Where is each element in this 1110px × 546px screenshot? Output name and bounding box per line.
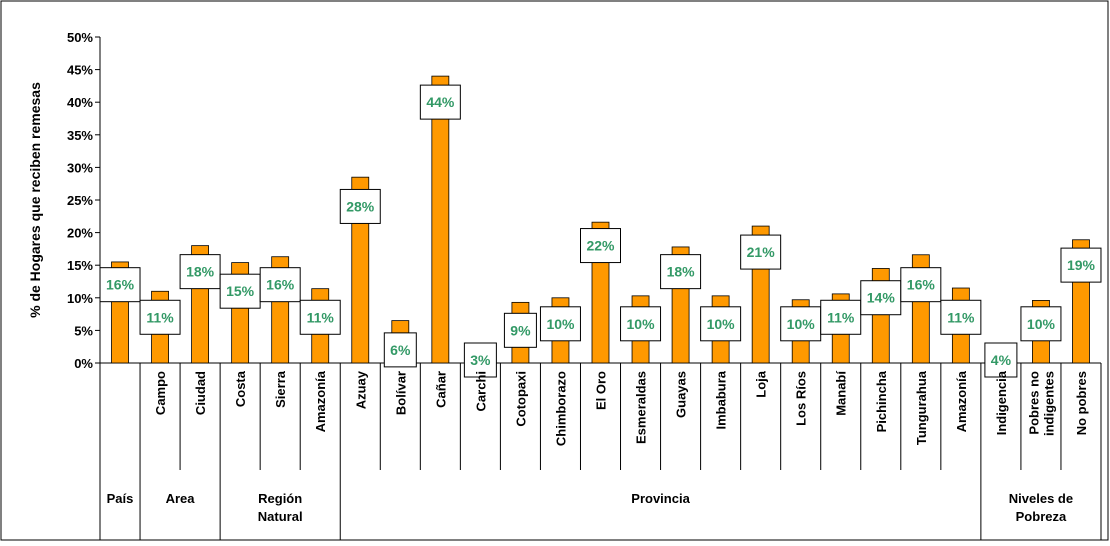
data-label-box <box>139 299 181 335</box>
x-category-label: Chimborazo <box>553 371 568 446</box>
group-label: Provincia <box>631 491 690 506</box>
data-label: 11% <box>307 309 335 325</box>
y-tick-label: 50% <box>67 30 93 45</box>
data-label: 11% <box>827 309 855 325</box>
data-label-box <box>219 273 261 309</box>
y-tick-label: 15% <box>67 258 93 273</box>
data-label: 18% <box>667 264 696 280</box>
data-label-box <box>1020 306 1062 342</box>
data-label-box <box>620 306 662 342</box>
x-category-label: Imbabura <box>714 370 729 429</box>
x-category-label: Loja <box>754 370 769 397</box>
y-tick-label: 45% <box>67 63 93 78</box>
group-label: Natural <box>258 509 303 524</box>
y-tick-label: 5% <box>74 323 93 338</box>
x-category-label: Pobres no <box>1026 371 1041 435</box>
y-tick-label: 30% <box>67 160 93 175</box>
data-label-box <box>984 342 1018 378</box>
data-label-box <box>820 299 862 335</box>
data-label: 9% <box>510 322 531 338</box>
group-label: Pobreza <box>1016 509 1067 524</box>
data-label: 15% <box>226 283 255 299</box>
group-label: Región <box>258 491 302 506</box>
data-label-box <box>780 306 822 342</box>
data-label-box <box>900 267 942 303</box>
x-category-label: Cañar <box>433 371 448 408</box>
data-label-box <box>419 84 461 120</box>
data-label: 16% <box>907 277 936 293</box>
data-label: 10% <box>707 316 736 332</box>
data-label-box <box>580 228 621 264</box>
x-category-label: Guayas <box>674 371 689 418</box>
data-label: 19% <box>1067 257 1096 273</box>
y-tick-label: 0% <box>74 356 93 371</box>
x-category-label: Campo <box>153 371 168 415</box>
x-category-label: Tungurahua <box>914 370 929 445</box>
data-label-box <box>1060 247 1102 283</box>
data-label-box <box>383 332 417 368</box>
group-label: Niveles de <box>1009 491 1073 506</box>
data-label: 18% <box>186 264 215 280</box>
y-tick-label: 35% <box>67 128 93 143</box>
data-label: 10% <box>546 316 575 332</box>
data-label: 10% <box>787 316 816 332</box>
data-label: 3% <box>470 352 491 368</box>
group-label: País <box>107 491 134 506</box>
data-label-box <box>99 267 141 303</box>
data-label: 28% <box>346 198 375 214</box>
data-label-box <box>339 188 381 224</box>
data-label: 14% <box>867 290 896 306</box>
data-label: 16% <box>106 277 135 293</box>
bar <box>431 75 450 364</box>
y-tick-label: 40% <box>67 95 93 110</box>
x-category-label: Azuay <box>353 370 368 409</box>
data-label-box <box>660 254 702 290</box>
x-category-label: Amazonía <box>954 370 969 432</box>
x-category-label: Cotopaxi <box>513 371 528 427</box>
x-category-label: Los Ríos <box>794 371 809 426</box>
x-category-label: Esmeraldas <box>634 371 649 444</box>
x-category-label: Manabí <box>834 371 849 416</box>
data-label-box <box>259 267 301 303</box>
data-label-box <box>463 342 497 378</box>
data-label-box <box>503 312 537 348</box>
x-category-label: Pichincha <box>874 370 889 432</box>
y-tick-label: 25% <box>67 193 93 208</box>
x-category-label: El Oro <box>594 371 609 410</box>
data-label: 44% <box>426 94 455 110</box>
data-label: 11% <box>947 309 975 325</box>
y-tick-label: 10% <box>67 291 93 306</box>
x-category-label: Indigencia <box>994 370 1009 435</box>
x-category-label: Carchi <box>473 371 488 411</box>
x-category-label: No pobres <box>1074 371 1089 435</box>
y-tick-label: 20% <box>67 226 93 241</box>
data-label: 4% <box>991 352 1012 368</box>
data-label-box <box>179 254 221 290</box>
data-label: 10% <box>1027 316 1056 332</box>
data-label: 16% <box>266 277 295 293</box>
data-label-box <box>940 299 982 335</box>
x-category-label: Bolívar <box>393 371 408 415</box>
data-label: 11% <box>146 309 174 325</box>
data-label: 21% <box>747 244 776 260</box>
data-label-box <box>539 306 581 342</box>
data-label-box <box>860 280 902 316</box>
x-category-label: Costa <box>233 370 248 407</box>
data-label: 10% <box>627 316 656 332</box>
data-label-box <box>700 306 742 342</box>
x-category-label: Sierra <box>273 370 288 408</box>
group-label: Area <box>166 491 196 506</box>
data-label-box <box>740 234 782 270</box>
data-label: 22% <box>586 238 615 254</box>
data-label-box <box>299 299 341 335</box>
x-category-label: Ciudad <box>193 371 208 415</box>
x-category-label: indigentes <box>1041 371 1056 436</box>
data-label: 6% <box>390 342 411 358</box>
x-category-label: Amazonía <box>313 370 328 432</box>
y-axis-title: % de Hogares que reciben remesas <box>27 82 43 318</box>
